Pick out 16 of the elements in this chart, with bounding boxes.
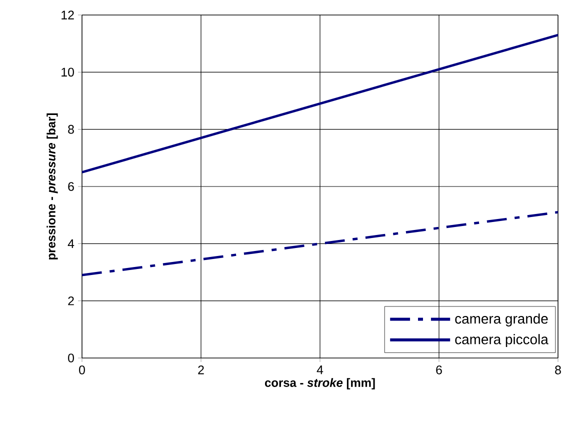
y-tick-label: 12 (62, 10, 74, 20)
y-tick-label: 10 (62, 68, 74, 77)
x-tick-label: 8 (555, 366, 561, 374)
y-tick-label: 6 (68, 182, 74, 191)
x-tick-label: 6 (436, 366, 442, 374)
y-tick-label: 0 (68, 354, 74, 362)
y-axis-title: pressione - pressure [bar] (46, 113, 58, 260)
y-tick-label: 4 (68, 239, 74, 248)
legend-label: camera piccola (455, 334, 548, 348)
x-tick-label: 2 (198, 366, 204, 374)
x-tick-label: 4 (316, 366, 324, 374)
y-tick-label: 2 (68, 296, 74, 306)
x-tick-label: 0 (79, 366, 85, 374)
x-axis-title: corsa - stroke [mm] (264, 378, 375, 390)
legend-label: camera grande (455, 313, 548, 326)
y-tick-label: 8 (68, 124, 74, 134)
